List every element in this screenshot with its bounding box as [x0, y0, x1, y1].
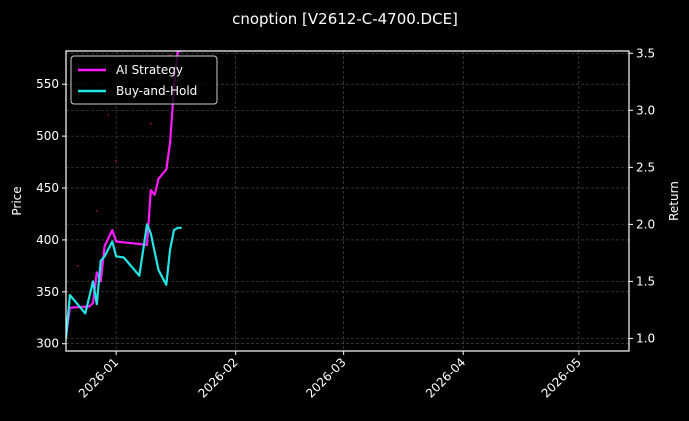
y2-tick-label: 1.0	[636, 331, 655, 345]
price-marker	[115, 160, 118, 163]
series-lines	[66, 51, 182, 339]
price-marker	[107, 114, 110, 117]
y-tick-label: 550	[36, 77, 59, 91]
legend-label-buy-and-hold: Buy-and-Hold	[116, 84, 197, 98]
grid-lines	[66, 51, 629, 351]
series-line-ai-strategy	[66, 51, 182, 337]
price-marker	[76, 264, 79, 267]
price-marker	[95, 209, 98, 212]
legend: AI Strategy Buy-and-Hold	[70, 55, 218, 105]
legend-label-ai-strategy: AI Strategy	[116, 63, 183, 77]
y-tick-label: 500	[36, 129, 59, 143]
y-tick-label: 300	[36, 337, 59, 351]
chart-title: cnoption [V2612-C-4700.DCE]	[232, 10, 458, 28]
y-axis-return: 1.0 1.5 2.0 2.5 3.0 3.5	[629, 46, 655, 345]
y2-tick-label: 3.0	[636, 103, 655, 117]
y2-tick-label: 1.5	[636, 274, 655, 288]
y2-tick-label: 3.5	[636, 46, 655, 60]
y-tick-label: 400	[36, 233, 59, 247]
y2-tick-label: 2.0	[636, 217, 655, 231]
y2-axis-label: Return	[667, 181, 681, 221]
y-axis-price: 300 350 400 450 500 550	[36, 77, 66, 351]
price-marker	[149, 122, 152, 125]
y-axis-label: Price	[10, 186, 24, 215]
y-tick-label: 350	[36, 285, 59, 299]
series-line-buy-and-hold	[66, 223, 182, 339]
y-tick-label: 450	[36, 181, 59, 195]
plot-frame	[65, 50, 630, 352]
y2-tick-label: 2.5	[636, 160, 655, 174]
